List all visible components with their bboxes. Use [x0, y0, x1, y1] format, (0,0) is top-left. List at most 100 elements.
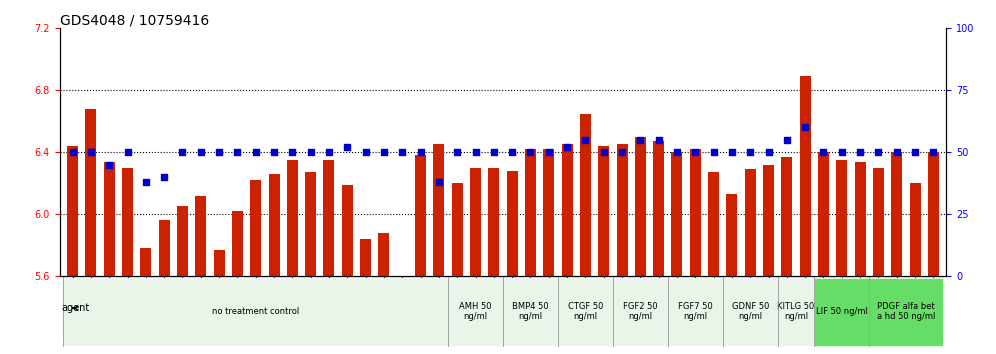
Point [669, 149, 685, 155]
Bar [269, 174, 280, 276]
Bar [140, 248, 151, 276]
Point [615, 149, 630, 155]
Bar [305, 172, 316, 276]
Text: AMH 50
ng/ml: AMH 50 ng/ml [459, 302, 492, 321]
Bar [837, 160, 848, 276]
FancyBboxPatch shape [503, 278, 558, 346]
Bar [104, 161, 115, 276]
Bar [872, 168, 883, 276]
Text: BMP4 50
ng/ml: BMP4 50 ng/ml [512, 302, 549, 321]
Bar [67, 146, 78, 276]
Bar [525, 149, 536, 276]
Point [248, 149, 264, 155]
Point [724, 149, 740, 155]
Point [340, 144, 356, 150]
Point [449, 149, 465, 155]
Point [705, 149, 721, 155]
Point [303, 149, 319, 155]
Point [742, 149, 758, 155]
Point [120, 149, 135, 155]
Bar [928, 152, 939, 276]
Point [412, 149, 428, 155]
Text: agent: agent [62, 303, 90, 313]
Point [83, 149, 99, 155]
FancyBboxPatch shape [815, 278, 870, 346]
Bar [342, 185, 353, 276]
Point [687, 149, 703, 155]
Point [65, 149, 81, 155]
FancyBboxPatch shape [667, 278, 723, 346]
FancyBboxPatch shape [778, 278, 815, 346]
Text: GDNF 50
ng/ml: GDNF 50 ng/ml [731, 302, 769, 321]
Bar [232, 211, 243, 276]
Bar [250, 180, 261, 276]
Point [193, 149, 209, 155]
Point [779, 137, 795, 143]
Point [504, 149, 520, 155]
Bar [800, 76, 811, 276]
Bar [361, 239, 372, 276]
Point [816, 149, 832, 155]
Point [925, 149, 941, 155]
Bar [763, 165, 774, 276]
Point [467, 149, 483, 155]
Bar [213, 250, 224, 276]
Bar [891, 152, 902, 276]
Text: FGF2 50
ng/ml: FGF2 50 ng/ml [623, 302, 657, 321]
Point [394, 149, 410, 155]
Point [174, 149, 190, 155]
Bar [634, 137, 645, 276]
Point [888, 149, 904, 155]
Point [761, 149, 777, 155]
Point [650, 137, 666, 143]
Point [834, 149, 850, 155]
Bar [123, 168, 133, 276]
Point [431, 179, 447, 185]
FancyBboxPatch shape [613, 278, 667, 346]
Text: LIF 50 ng/ml: LIF 50 ng/ml [816, 307, 868, 316]
Bar [726, 194, 737, 276]
Bar [452, 183, 463, 276]
Point [266, 149, 282, 155]
Text: no treatment control: no treatment control [212, 307, 300, 316]
Point [486, 149, 502, 155]
Bar [287, 160, 298, 276]
Bar [488, 168, 499, 276]
Bar [177, 206, 188, 276]
Point [907, 149, 923, 155]
Bar [378, 233, 389, 276]
Bar [415, 155, 426, 276]
Bar [507, 171, 518, 276]
Point [211, 149, 227, 155]
Bar [745, 169, 756, 276]
Point [285, 149, 301, 155]
Point [321, 149, 337, 155]
Point [559, 144, 575, 150]
Point [523, 149, 539, 155]
Bar [653, 141, 664, 276]
Bar [580, 114, 591, 276]
Text: PDGF alfa bet
a hd 50 ng/ml: PDGF alfa bet a hd 50 ng/ml [876, 302, 935, 321]
Bar [818, 152, 829, 276]
Bar [690, 149, 701, 276]
Bar [671, 152, 682, 276]
Bar [195, 196, 206, 276]
Point [102, 162, 118, 167]
Point [853, 149, 869, 155]
Text: FGF7 50
ng/ml: FGF7 50 ng/ml [678, 302, 713, 321]
Point [541, 149, 557, 155]
FancyBboxPatch shape [870, 278, 942, 346]
Point [578, 137, 594, 143]
Point [871, 149, 886, 155]
Bar [543, 149, 554, 276]
Bar [909, 183, 920, 276]
Point [358, 149, 374, 155]
Point [137, 179, 153, 185]
Bar [324, 160, 335, 276]
Text: GDS4048 / 10759416: GDS4048 / 10759416 [60, 13, 209, 27]
Bar [396, 276, 407, 282]
Bar [433, 144, 444, 276]
Point [797, 125, 813, 130]
Point [596, 149, 612, 155]
Text: KITLG 50
ng/ml: KITLG 50 ng/ml [778, 302, 815, 321]
